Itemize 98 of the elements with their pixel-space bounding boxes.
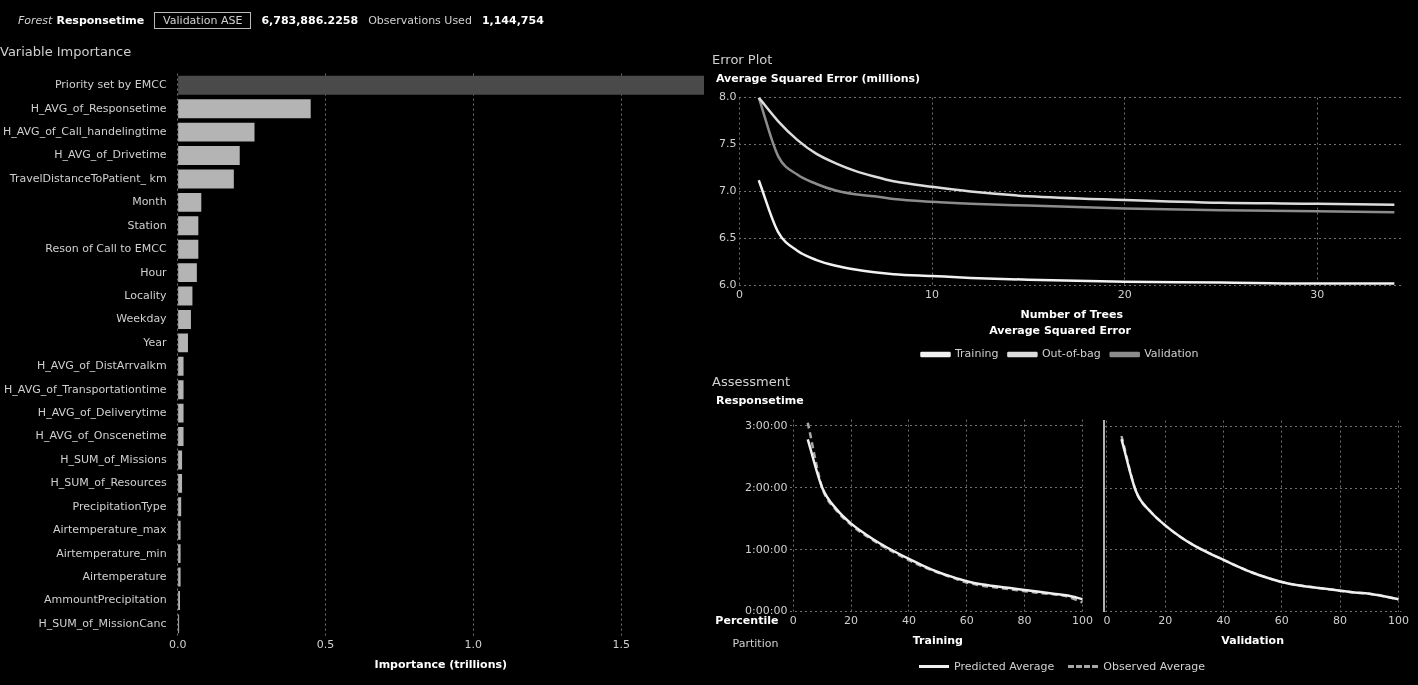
bar: [178, 427, 184, 447]
line-series: [757, 178, 1396, 285]
bar: [178, 520, 181, 540]
y-tick-label: Hour: [140, 265, 168, 279]
legend-label: Training: [953, 347, 999, 361]
text: Responsetime: [56, 14, 145, 27]
legend-label: Out-of-bag: [1041, 347, 1101, 361]
bar: [178, 333, 188, 353]
x-tick-label: 60: [1274, 614, 1289, 628]
x-tick-label: 20: [844, 614, 859, 628]
text: 1,144,754: [481, 14, 544, 27]
bar: [178, 403, 184, 423]
y-tick-label: Airtemperature_max: [52, 523, 168, 537]
x-tick-label: 40: [901, 614, 916, 628]
bar: [178, 192, 202, 212]
x-tick-label: 20: [1158, 614, 1173, 628]
bar: [178, 263, 197, 283]
text: Percentile: [715, 614, 779, 628]
bar: [178, 122, 255, 142]
legend-label: Predicted Average: [954, 660, 1055, 673]
y-tick-label: H_AVG_of_Deliverytime: [37, 406, 167, 419]
x-axis-title: Number of Trees: [1020, 308, 1124, 322]
y-tick-label: AmmountPrecipitation: [43, 593, 167, 607]
y-tick-label: Airtemperature: [82, 569, 167, 583]
bar: [178, 473, 183, 493]
bar: [178, 169, 234, 189]
y-tick-label: H_SUM_of_Resources: [50, 476, 167, 490]
y-tick-label: H_AVG_of_Onscenetime: [35, 429, 167, 443]
y-tick-label: 8.0: [718, 90, 737, 104]
bar: [178, 239, 199, 259]
y-tick-label: 6.0: [718, 278, 737, 292]
y-tick-label: 3:00:00: [745, 418, 788, 432]
y-tick-label: Year: [142, 335, 168, 349]
text: 6,783,886.2258: [261, 14, 359, 27]
x-axis-title: Importance (trillions): [374, 658, 508, 672]
x-tick-label: 100: [1387, 614, 1409, 628]
y-tick-label: Weekday: [116, 312, 168, 326]
chart-title: Error Plot: [712, 52, 774, 69]
bar: [178, 286, 193, 306]
x-tick-label: 20: [1117, 287, 1132, 301]
x-tick-label: 0: [789, 614, 797, 628]
y-tick-label: 2:00:00: [745, 480, 788, 494]
bar: [178, 567, 181, 587]
x-tick-label: 40: [1216, 614, 1231, 628]
bar: [178, 497, 182, 517]
text: Forest: [18, 14, 53, 27]
x-tick-label: 60: [959, 614, 974, 628]
bar: [178, 450, 183, 470]
bar: [178, 310, 191, 329]
legend-label: Validation: [1144, 347, 1199, 361]
y-tick-label: Locality: [124, 288, 168, 302]
text: Observations Used: [368, 14, 472, 27]
text: Partition: [732, 636, 779, 650]
chart-title: Assessment: [712, 374, 791, 391]
y-tick-label: TravelDistanceToPatient_ km: [8, 171, 167, 185]
text: Validation ASE: [154, 12, 252, 29]
legend-label: Observed Average: [1103, 660, 1205, 673]
y-tick-label: 7.5: [718, 137, 737, 151]
x-tick-label: 10: [925, 287, 940, 301]
x-tick-label: 30: [1310, 287, 1325, 301]
y-tick-label: H_AVG_of_Call_handelingtime: [2, 125, 167, 138]
x-axis-title: Validation: [1221, 634, 1284, 648]
y-tick-label: H_AVG_of_DistArrvalkm: [37, 359, 167, 373]
y-tick-label: H_AVG_of_Drivetime: [54, 148, 167, 162]
y-tick-label: H_SUM_of_MissionCanc: [38, 616, 167, 630]
y-axis-title: Responsetime: [715, 394, 805, 409]
x-tick-label: 80: [1333, 614, 1348, 628]
x-tick-label: 1.0: [464, 638, 483, 652]
text: Variable Importance: [0, 44, 133, 61]
bar: [178, 380, 184, 400]
bar: [178, 216, 199, 236]
x-tick-label: 0.5: [316, 638, 335, 652]
y-tick-label: PrecipitationType: [72, 499, 167, 513]
x-axis-title: Training: [912, 634, 963, 648]
x-tick-label: 80: [1017, 614, 1032, 628]
y-tick-label: H_SUM_of_Missions: [60, 452, 167, 466]
y-tick-label: Station: [127, 218, 167, 232]
y-tick-label: 6.5: [718, 231, 737, 245]
y-tick-label: Month: [132, 195, 167, 209]
bar: [178, 146, 240, 166]
x-tick-label: 0: [735, 287, 743, 301]
bar: [178, 356, 184, 376]
bar: [178, 544, 181, 564]
x-tick-label: 100: [1071, 614, 1093, 628]
y-tick-label: Reson of Call to EMCC: [45, 242, 167, 256]
legend-title: Average Squared Error: [989, 324, 1132, 338]
x-tick-label: 0.0: [168, 638, 187, 652]
x-tick-label: 0: [1103, 614, 1111, 628]
y-tick-label: 1:00:00: [745, 542, 788, 556]
y-tick-label: H_AVG_of_Responsetime: [30, 101, 167, 115]
y-tick-label: 7.0: [718, 184, 737, 198]
y-tick-label: Airtemperature_min: [56, 546, 167, 560]
y-axis-title: Average Squared Error (millions): [715, 72, 922, 87]
y-tick-label: H_AVG_of_Transportationtime: [4, 382, 167, 396]
x-tick-label: 1.5: [612, 638, 630, 652]
bar: [178, 75, 704, 95]
bar: [178, 99, 311, 119]
y-tick-label: Priority set by EMCC: [54, 78, 167, 92]
